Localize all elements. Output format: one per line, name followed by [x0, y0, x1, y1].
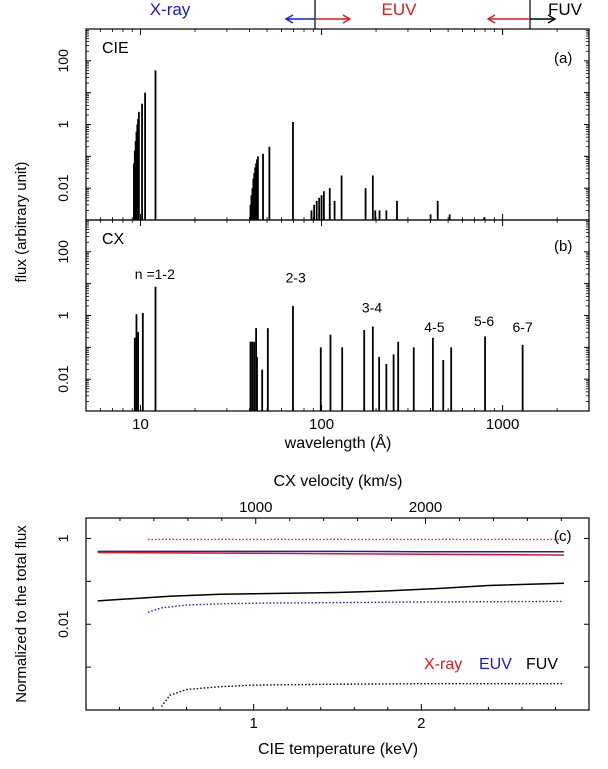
- ytick-label: 100: [55, 240, 71, 264]
- panel-b-frame: [85, 219, 590, 412]
- euv-arrow-right: [486, 14, 530, 24]
- panel-b-label: (b): [554, 238, 572, 255]
- ytick-label: 1: [55, 311, 71, 319]
- flux-ylabel: flux (arbitrary unit): [13, 162, 30, 283]
- top-xtick-label: 1000: [239, 499, 272, 516]
- panel-c-label: (c): [554, 528, 572, 545]
- series-curve: [147, 600, 564, 613]
- transition-annotation: 5-6: [474, 313, 494, 329]
- legend-xray: X-ray: [424, 656, 462, 673]
- panel-a-cie: CIE (a) 0.01 1 100: [55, 28, 590, 221]
- euv-arrow: [315, 14, 352, 24]
- panel-b-xlabel: wavelength (Å): [284, 433, 392, 452]
- transition-annotation: 6-7: [513, 319, 533, 335]
- ytick-label: 100: [55, 49, 71, 73]
- panel-a-series-label: CIE: [102, 40, 129, 57]
- transition-annotation: 2-3: [286, 270, 306, 286]
- panel-b-series-label: CX: [102, 231, 125, 248]
- ytick-label: 0.01: [55, 610, 71, 637]
- panel-c-ylabel: Normalized to the total flux: [13, 525, 30, 703]
- fuv-band-label: FUV: [548, 0, 583, 19]
- legend-euv: EUV: [479, 656, 512, 673]
- panel-c-top-xlabel: CX velocity (km/s): [274, 473, 403, 490]
- series-curve: [97, 551, 564, 556]
- panel-a-label: (a): [554, 50, 572, 67]
- top-xtick-label: 2000: [409, 499, 442, 516]
- panel-a-frame: [85, 28, 590, 221]
- series-curve: [160, 683, 564, 708]
- xtick-label: 100: [309, 416, 334, 433]
- panel-c-frame: [85, 517, 590, 711]
- xtick-label: 1000: [486, 416, 519, 433]
- legend-fuv: FUV: [526, 656, 558, 673]
- panel-b-cx: CX (b) wavelength (Å) 0.01 1 100 10 100 1000 n…: [55, 219, 590, 452]
- panel-c-legend: X-ray EUV FUV: [424, 656, 558, 673]
- series-curve: [97, 582, 564, 602]
- panel-c-normalized: CX velocity (km/s) (c) CIE temperature (…: [13, 473, 590, 758]
- euv-band-label: EUV: [382, 0, 418, 19]
- xtick-label: 10: [132, 416, 149, 433]
- ytick-label: 0.01: [55, 365, 71, 392]
- ytick-label: 1: [55, 120, 71, 128]
- transition-annotation: 3-4: [362, 300, 382, 316]
- xtick-label: 1: [249, 715, 257, 732]
- panel-c-xlabel: CIE temperature (keV): [258, 741, 418, 758]
- transition-annotation: n =1-2: [135, 266, 175, 282]
- band-header: X-ray EUV FUV: [150, 0, 583, 29]
- ytick-label: 1: [55, 534, 71, 542]
- ytick-label: 0.01: [55, 174, 71, 201]
- fuv-arrow: [530, 14, 557, 24]
- xtick-label: 2: [417, 715, 425, 732]
- xray-arrow: [284, 14, 315, 24]
- xray-band-label: X-ray: [150, 0, 191, 19]
- transition-annotation: 4-5: [424, 319, 444, 335]
